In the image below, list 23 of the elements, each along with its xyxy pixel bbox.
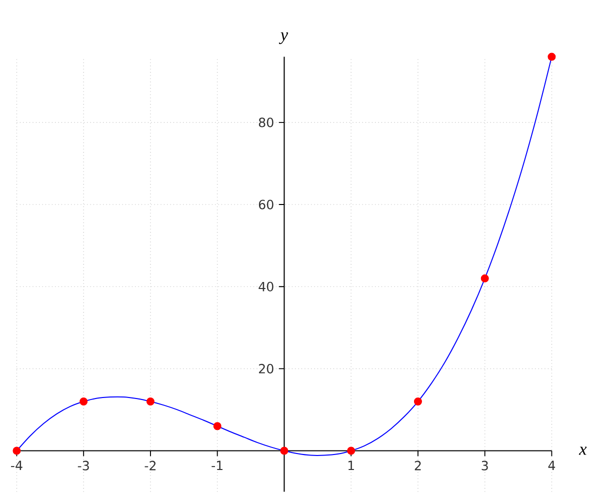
x-tick-label: -1 [212,460,222,470]
y-tick-label: 60 [258,200,274,210]
point [213,422,222,430]
y-tick-label: 20 [258,364,274,374]
x-axis-title: x [578,446,587,455]
point [280,446,288,455]
x-tick-label: 2 [414,460,421,470]
x-tick-label: 3 [482,460,488,470]
x-tick-label: -4 [11,460,22,470]
y-tick-label: 80 [258,118,274,128]
x-tick-label: 1 [348,460,354,470]
point [146,398,154,406]
x-tick-label: -2 [144,460,156,470]
y-axis-title: y [278,32,288,44]
x-tick-label: -3 [78,460,89,470]
point [548,52,556,61]
point [80,398,88,406]
point [347,446,356,455]
point [414,398,422,406]
y-tick-label: 40 [258,282,274,292]
point [480,274,489,282]
x-tick-label: 4 [548,460,556,470]
point [12,446,21,455]
